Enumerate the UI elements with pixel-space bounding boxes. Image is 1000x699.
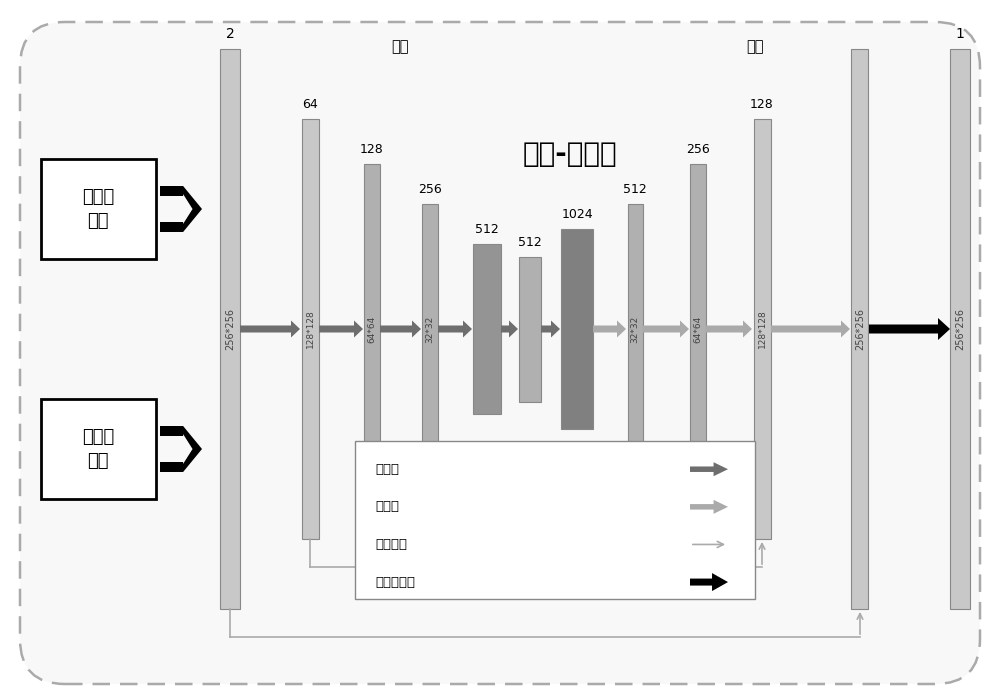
Text: 射空域
数据: 射空域 数据 [82,428,114,470]
Text: 2: 2 [226,27,234,41]
Text: 32*32: 32*32 [631,315,640,343]
FancyBboxPatch shape [40,159,156,259]
Bar [950,49,970,609]
Bar [355,441,755,599]
Text: 跳线连接: 跳线连接 [375,538,407,551]
Polygon shape [869,318,950,340]
Text: 32*32: 32*32 [426,315,434,343]
Text: 128*128: 128*128 [758,310,767,348]
Bar [473,244,501,414]
Text: 128: 128 [750,98,774,111]
Text: 128*128: 128*128 [306,310,314,348]
Bar [690,164,706,494]
FancyBboxPatch shape [20,22,980,684]
Bar [364,164,380,494]
Text: 编码-解码器: 编码-解码器 [523,140,617,168]
Text: 变化域
数据: 变化域 数据 [82,188,114,230]
Text: 64: 64 [302,98,318,111]
Polygon shape [643,321,689,338]
Text: 256: 256 [686,143,710,156]
Bar [561,229,593,429]
Bar [302,119,318,539]
Text: 最后反卷积: 最后反卷积 [375,575,415,589]
Text: 1: 1 [956,27,964,41]
Polygon shape [438,321,472,338]
Bar [519,257,541,401]
Text: 512: 512 [623,183,647,196]
Bar [220,49,240,609]
FancyBboxPatch shape [40,399,156,499]
Text: 256*256: 256*256 [225,308,235,350]
Polygon shape [240,321,300,338]
Polygon shape [706,321,752,338]
Text: 256*256: 256*256 [855,308,865,350]
Text: 64*64: 64*64 [368,315,376,343]
Text: 128: 128 [360,143,384,156]
Text: 编码: 编码 [391,39,409,54]
Polygon shape [541,321,560,338]
Polygon shape [380,321,421,338]
Polygon shape [690,573,728,591]
Bar [628,204,642,454]
Text: 512: 512 [518,236,542,249]
Text: 256: 256 [418,183,442,196]
Polygon shape [160,426,202,472]
Bar [422,204,438,454]
Polygon shape [501,321,518,338]
Polygon shape [593,321,626,338]
Text: 64*64: 64*64 [694,315,702,343]
Text: 下采样: 下采样 [375,463,399,476]
Polygon shape [690,462,728,476]
Polygon shape [160,186,202,232]
Bar [851,49,868,609]
Text: 解码: 解码 [746,39,764,54]
Text: 1024: 1024 [561,208,593,221]
Bar [754,119,770,539]
Polygon shape [690,500,728,514]
Text: 上采样: 上采样 [375,500,399,513]
Text: 256*256: 256*256 [955,308,965,350]
Polygon shape [319,321,363,338]
Polygon shape [771,321,850,338]
Text: 512: 512 [475,223,499,236]
